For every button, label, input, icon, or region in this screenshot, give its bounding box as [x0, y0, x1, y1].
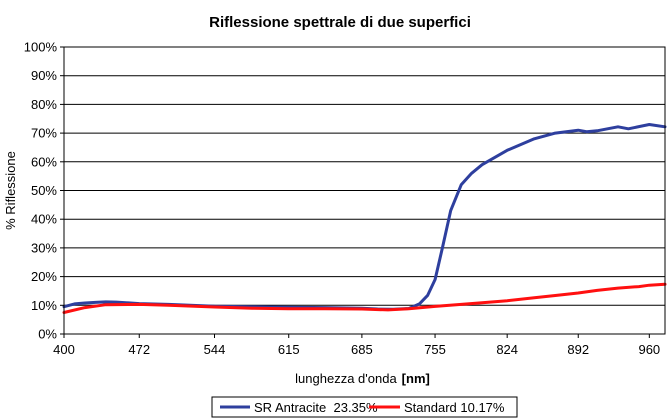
x-tick-labels: 400 472 544 615 685 755 824 892 960	[53, 334, 660, 357]
x-tick-label: 960	[638, 342, 660, 357]
y-tick-label: 60%	[31, 154, 57, 169]
x-tick-label: 615	[278, 342, 300, 357]
x-axis-label: lunghezza d'onda [nm]	[295, 371, 430, 386]
x-axis-label-text: lunghezza d'onda	[295, 371, 397, 386]
x-axis-label-unit: [nm]	[402, 371, 430, 386]
x-tick-label: 892	[567, 342, 589, 357]
x-tick-label: 685	[351, 342, 373, 357]
y-tick-label: 70%	[31, 126, 57, 141]
y-tick-label: 90%	[31, 68, 57, 83]
y-tick-label: 80%	[31, 97, 57, 112]
x-tick-label: 544	[204, 342, 226, 357]
series-line-sr-antracite	[62, 123, 667, 311]
y-tick-label: 10%	[31, 298, 57, 313]
y-tick-label: 20%	[31, 269, 57, 284]
y-tick-label: 30%	[31, 240, 57, 255]
y-tick-label: 40%	[31, 212, 57, 227]
legend-label-sr-antracite: SR Antracite 23.35%	[254, 400, 378, 415]
x-tick-label: 400	[53, 342, 75, 357]
legend-box	[211, 396, 518, 418]
gridlines	[64, 75, 665, 306]
series-lines	[62, 123, 667, 314]
series-line-standard	[62, 282, 667, 314]
legend-label-standard: Standard 10.17%	[404, 400, 505, 415]
y-axis-label: % Riflessione	[3, 151, 18, 230]
y-tick-label: 50%	[31, 183, 57, 198]
y-tick-label: 100%	[24, 40, 58, 55]
y-tick-label: 0%	[38, 327, 57, 342]
chart-title: Riflessione spettrale di due superfici	[209, 14, 471, 31]
x-tick-label: 755	[424, 342, 446, 357]
x-tick-label: 824	[496, 342, 518, 357]
y-tick-labels: 0% 10% 20% 30% 40% 50% 60% 70% 80% 90% 100%	[24, 40, 64, 342]
x-tick-label: 472	[128, 342, 150, 357]
legend: SR Antracite 23.35% Standard 10.17%	[211, 396, 518, 418]
